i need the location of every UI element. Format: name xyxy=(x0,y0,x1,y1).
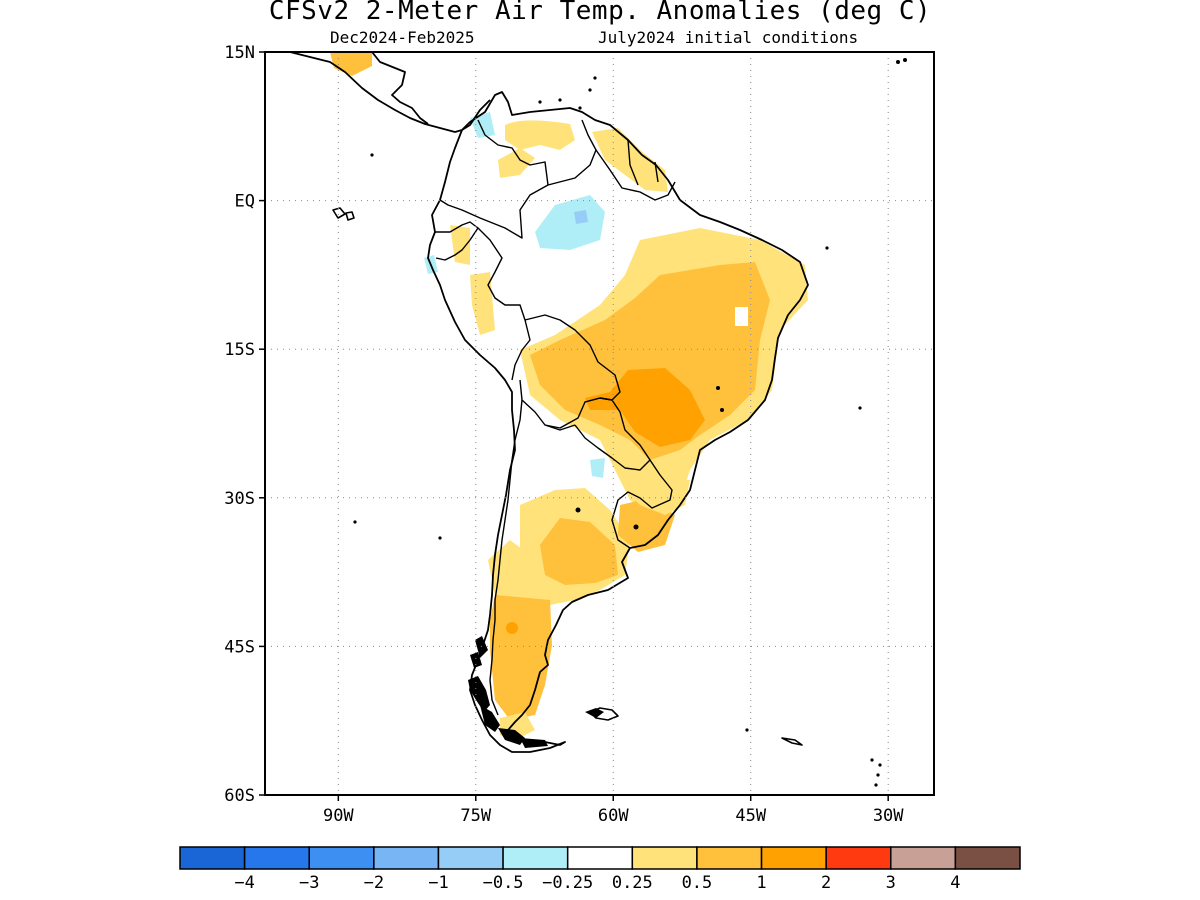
colorbar-labels: −4 −3 −2 −1 −0.5 −0.25 0.25 0.5 1 2 3 4 xyxy=(234,873,960,893)
coastline-central-america xyxy=(289,52,491,133)
longitude-labels: 90W 75W 60W 45W 30W xyxy=(323,806,904,826)
island-galapagos xyxy=(332,207,355,221)
lat-label: EQ xyxy=(235,192,255,212)
colorbar-swatch xyxy=(373,846,440,870)
colorbar-label: 3 xyxy=(886,873,896,893)
border-colombia-venezuela xyxy=(439,119,549,239)
initial-conditions: July2024 initial conditions xyxy=(598,28,859,47)
colorbar-swatch xyxy=(890,846,957,870)
colorbar-label: 0.5 xyxy=(682,873,713,893)
anomaly-region-southern-brazil xyxy=(625,478,690,515)
map-plot-area xyxy=(265,52,934,795)
border-venezuela-guyana xyxy=(547,119,597,186)
chile-fjords xyxy=(468,636,604,748)
anomaly-gap xyxy=(735,307,748,326)
small-islands xyxy=(353,58,907,787)
map-frame xyxy=(264,51,935,796)
colorbar-label: −0.25 xyxy=(542,873,593,893)
colorbar-swatch xyxy=(825,846,892,870)
border-argentina-brazil-uruguay xyxy=(611,459,673,549)
axis-ticks xyxy=(259,51,889,801)
colorbar-swatch xyxy=(179,846,246,870)
lat-label: 15N xyxy=(224,43,255,63)
anomaly-region-patagonia xyxy=(490,595,552,720)
anomaly-patch-central-america xyxy=(330,52,372,76)
lat-label: 60S xyxy=(224,786,255,806)
border-argentina-chile xyxy=(489,399,523,716)
anomaly-region-argentina-core xyxy=(540,518,618,585)
anomaly-patch-venezuela xyxy=(505,120,575,150)
colorbar-swatch xyxy=(437,846,504,870)
colorbar-label: 1 xyxy=(756,873,766,893)
colorbar-swatch xyxy=(760,846,827,870)
colorbar-swatch xyxy=(243,846,310,870)
anomaly-cold-argentina xyxy=(590,458,605,478)
border-argentina-bolivia xyxy=(544,424,576,431)
colorbar-label: 2 xyxy=(821,873,831,893)
colorbar-label: −4 xyxy=(234,873,254,893)
colorbar-swatch xyxy=(308,846,375,870)
lon-label: 30W xyxy=(873,806,904,826)
anomaly-region-brazil-core xyxy=(530,262,770,460)
colorbar-label: −3 xyxy=(299,873,319,893)
colorbar-label: −1 xyxy=(428,873,448,893)
colorbar xyxy=(179,846,1021,870)
lat-label: 45S xyxy=(224,637,255,657)
lat-label: 15S xyxy=(224,340,255,360)
coastlines xyxy=(289,52,809,753)
anomaly-cold-colombia xyxy=(470,112,495,138)
lon-label: 75W xyxy=(460,806,491,826)
anomaly-patch-peru xyxy=(470,272,495,335)
lat-label: 30S xyxy=(224,489,255,509)
anomaly-region-patagonia-light xyxy=(488,540,530,605)
colorbar-swatch xyxy=(631,846,698,870)
colorbar-swatch xyxy=(954,846,1021,870)
anomaly-patch-colombia xyxy=(498,148,535,178)
island-south-georgia xyxy=(781,737,803,746)
anomaly-cold-amazon xyxy=(535,195,605,250)
forecast-period: Dec2024-Feb2025 xyxy=(330,28,475,47)
lon-label: 45W xyxy=(735,806,766,826)
border-peru-brazil xyxy=(477,227,531,381)
anomaly-cold-amazon-core xyxy=(574,210,588,224)
colorbar-label: −2 xyxy=(364,873,384,893)
colorbar-label: −0.5 xyxy=(483,873,524,893)
lon-label: 60W xyxy=(598,806,629,826)
border-guianas xyxy=(595,139,676,201)
latitude-labels: 15N EQ 15S 30S 45S 60S xyxy=(224,43,255,806)
coastline-south-america xyxy=(427,91,809,753)
anomaly-spot-patagonia xyxy=(506,622,518,634)
anomaly-shading xyxy=(330,52,808,740)
colorbar-swatch xyxy=(502,846,569,870)
colorbar-swatch xyxy=(566,846,634,870)
colorbar-label: 4 xyxy=(950,873,960,893)
colorbar-label: 0.25 xyxy=(612,873,653,893)
border-ecuador-peru xyxy=(435,221,479,261)
anomaly-region-brazil-max xyxy=(585,368,705,447)
figure-title: CFSv2 2-Meter Air Temp. Anomalies (deg C… xyxy=(268,0,932,26)
lon-label: 90W xyxy=(323,806,354,826)
colorbar-swatch xyxy=(696,846,763,870)
